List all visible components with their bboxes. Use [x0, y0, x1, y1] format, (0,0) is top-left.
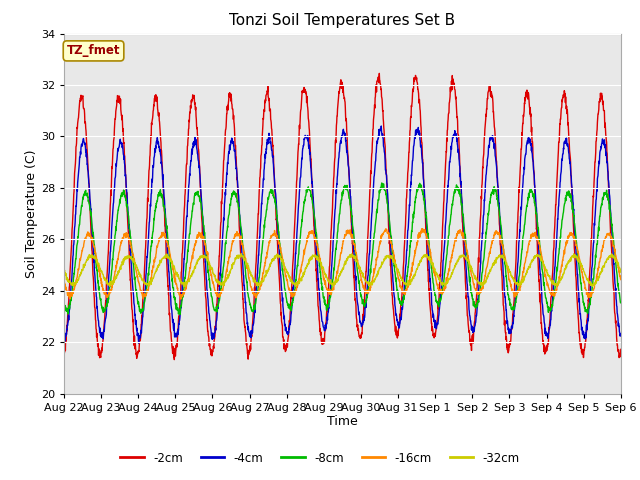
Y-axis label: Soil Temperature (C): Soil Temperature (C): [25, 149, 38, 278]
Text: TZ_fmet: TZ_fmet: [67, 44, 120, 58]
Title: Tonzi Soil Temperatures Set B: Tonzi Soil Temperatures Set B: [229, 13, 456, 28]
X-axis label: Time: Time: [327, 415, 358, 429]
Legend: -2cm, -4cm, -8cm, -16cm, -32cm: -2cm, -4cm, -8cm, -16cm, -32cm: [115, 447, 525, 469]
